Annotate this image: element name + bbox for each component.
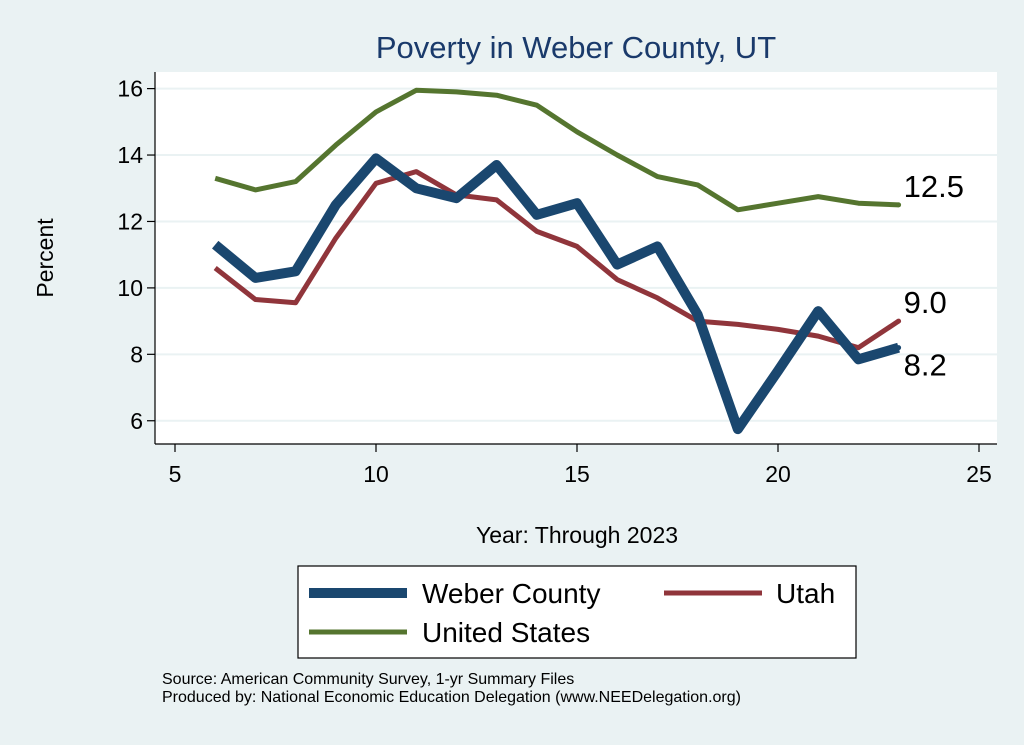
y-tick-label-10: 10	[117, 275, 143, 301]
axes: 6 8 10 12 14 16 5 10 15 20 25	[117, 72, 997, 487]
end-point-united-states	[896, 202, 902, 208]
chart-title: Poverty in Weber County, UT	[376, 30, 776, 65]
x-tick-label-20: 20	[765, 461, 791, 487]
y-tick-label-8: 8	[130, 341, 143, 367]
end-label-weber-county: 8.2	[904, 348, 947, 383]
source-note: Source: American Community Survey, 1-yr …	[162, 671, 575, 688]
x-tick-label-25: 25	[966, 461, 992, 487]
legend: Weber County Utah United States	[297, 565, 857, 659]
series-line-united-states	[214, 87, 899, 213]
legend-label-weber: Weber County	[422, 578, 600, 609]
y-tick-label-12: 12	[117, 208, 143, 234]
x-tick-label-15: 15	[564, 461, 590, 487]
x-axis-label: Year: Through 2023	[476, 522, 678, 548]
producer-note: Produced by: National Economic Education…	[162, 689, 741, 706]
end-label-utah: 9.0	[904, 285, 947, 320]
series-line-utah	[213, 169, 900, 351]
y-tick-label-16: 16	[117, 76, 143, 102]
end-label-united-states: 12.5	[904, 169, 964, 204]
series-lines: 12.5 9.0 8.2	[212, 87, 964, 435]
end-point-utah	[896, 318, 902, 324]
legend-label-utah: Utah	[776, 578, 835, 609]
plot-area	[155, 72, 997, 444]
x-tick-label-5: 5	[169, 461, 182, 487]
y-axis-label: Percent	[32, 218, 58, 298]
series-line-weber-county	[212, 153, 900, 435]
y-tick-label-6: 6	[130, 408, 143, 434]
legend-label-us: United States	[422, 617, 590, 648]
gridlines	[155, 87, 997, 422]
legend-box	[297, 565, 857, 659]
end-point-weber-county	[896, 345, 902, 351]
y-tick-label-14: 14	[117, 142, 143, 168]
x-tick-label-10: 10	[363, 461, 389, 487]
